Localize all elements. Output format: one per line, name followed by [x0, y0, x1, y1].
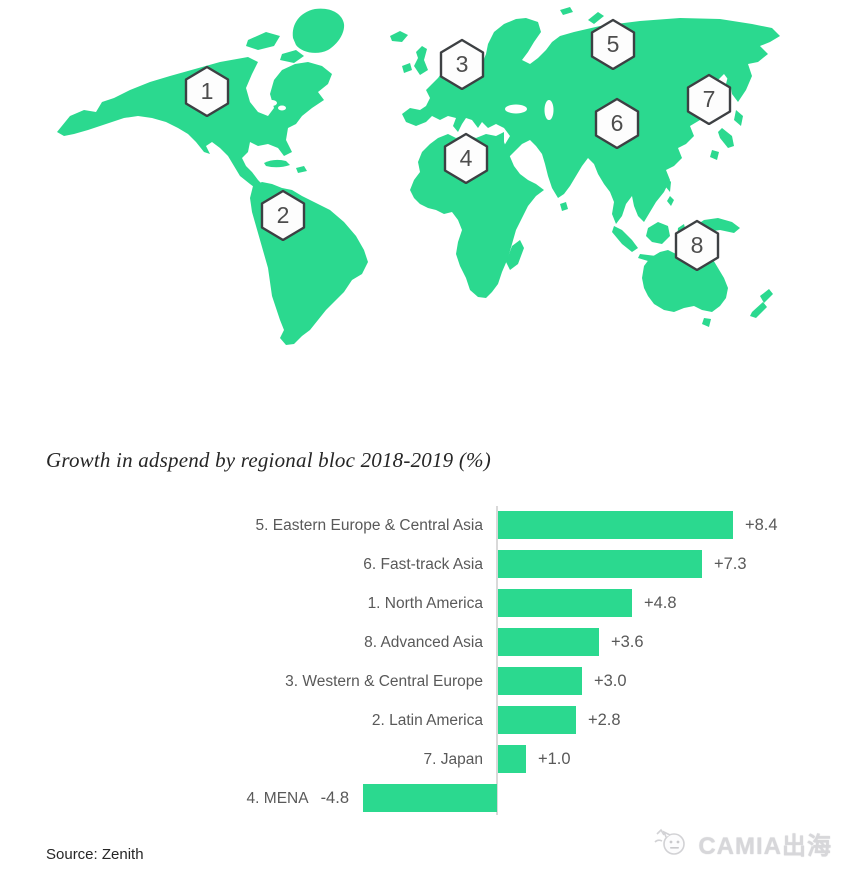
marker-number: 3 — [455, 51, 469, 77]
hexagon-icon — [260, 189, 306, 241]
marker-number: 7 — [702, 86, 716, 112]
marker-number: 6 — [610, 110, 624, 136]
value-label-4: +3.6 — [611, 633, 644, 651]
bar-6 — [498, 706, 576, 734]
map-marker-7: 7 — [686, 73, 732, 125]
arctic-island — [280, 50, 304, 63]
island-hispaniola — [296, 166, 307, 173]
hexagon-icon — [594, 97, 640, 149]
island-new-zealand-north — [760, 289, 773, 303]
continent-eurasia — [402, 18, 780, 224]
value-label-1: +8.4 — [745, 516, 778, 534]
island-novaya-zemlya — [588, 12, 604, 24]
great-lake — [267, 100, 277, 106]
category-label-2: 6. Fast-track Asia — [363, 556, 483, 573]
bar-1 — [498, 511, 733, 539]
bar-3 — [498, 589, 632, 617]
island-japan-hokkaido — [734, 110, 743, 126]
category-text: 4. MENA — [246, 790, 309, 807]
island-japan-honshu — [718, 128, 734, 148]
island-svalbard — [560, 7, 573, 15]
map-marker-6: 6 — [594, 97, 640, 149]
island-borneo — [646, 222, 670, 244]
marker-number: 2 — [276, 202, 290, 228]
island-cuba — [264, 159, 290, 168]
source-note: Source: Zenith — [46, 846, 144, 863]
map-marker-4: 4 — [443, 132, 489, 184]
value-label-2: +7.3 — [714, 555, 747, 573]
bar-chart: 5. Eastern Europe & Central Asia +8.4 6. F… — [0, 506, 856, 821]
map-marker-5: 5 — [590, 18, 636, 70]
world-map — [57, 7, 780, 345]
hexagon-icon — [674, 219, 720, 271]
marker-number: 8 — [690, 232, 704, 258]
value-label-7: +1.0 — [538, 750, 571, 768]
island-britain — [414, 46, 428, 75]
marker-number: 5 — [606, 31, 620, 57]
island-new-zealand-south — [750, 302, 767, 318]
category-label-1: 5. Eastern Europe & Central Asia — [255, 517, 483, 534]
island-tasmania — [702, 318, 711, 327]
continent-greenland — [292, 8, 345, 53]
bar-4 — [498, 628, 599, 656]
map-marker-3: 3 — [439, 38, 485, 90]
island-iceland — [390, 31, 408, 42]
axis-line — [496, 506, 498, 815]
watermark: CAMIA出海 — [653, 826, 832, 861]
value-label-6: +2.8 — [588, 711, 621, 729]
caspian-sea — [544, 100, 554, 120]
hexagon-icon — [184, 65, 230, 117]
great-lake — [278, 105, 286, 111]
island-ireland — [402, 63, 412, 73]
marker-number: 1 — [200, 78, 214, 104]
watermark-text: CAMIA出海 — [698, 833, 832, 860]
hexagon-icon — [590, 18, 636, 70]
black-sea — [505, 104, 527, 114]
category-label-4: 8. Advanced Asia — [364, 634, 483, 651]
island-philippines — [665, 176, 671, 192]
value-label-8: -4.8 — [320, 789, 349, 807]
category-label-3: 1. North America — [367, 595, 483, 612]
map-marker-8: 8 — [674, 219, 720, 271]
value-label-3: +4.8 — [644, 594, 677, 612]
map-marker-1: 1 — [184, 65, 230, 117]
category-label-8: 4. MENA -4.8 — [247, 779, 349, 818]
category-label-6: 2. Latin America — [371, 712, 483, 729]
hexagon-icon — [443, 132, 489, 184]
category-label-7: 7. Japan — [423, 751, 483, 768]
island-sri-lanka — [560, 202, 568, 211]
value-label-5: +3.0 — [594, 672, 627, 690]
arctic-island — [246, 32, 280, 50]
island-japan-kyushu — [710, 150, 719, 160]
bar-8 — [363, 784, 497, 812]
continent-africa — [410, 132, 544, 298]
map-marker-2: 2 — [260, 189, 306, 241]
island-madagascar — [506, 240, 524, 270]
chart-title: Growth in adspend by regional bloc 2018-… — [46, 448, 491, 472]
island-sumatra — [612, 226, 638, 252]
bar-7 — [498, 745, 526, 773]
marker-number: 4 — [459, 145, 473, 171]
hexagon-icon — [439, 38, 485, 90]
island-philippines — [667, 196, 674, 206]
bar-5 — [498, 667, 582, 695]
bar-2 — [498, 550, 702, 578]
category-label-5: 3. Western & Central Europe — [285, 673, 483, 690]
continent-north-america — [57, 57, 332, 190]
camia-logo-icon — [654, 828, 686, 855]
hexagon-icon — [686, 73, 732, 125]
